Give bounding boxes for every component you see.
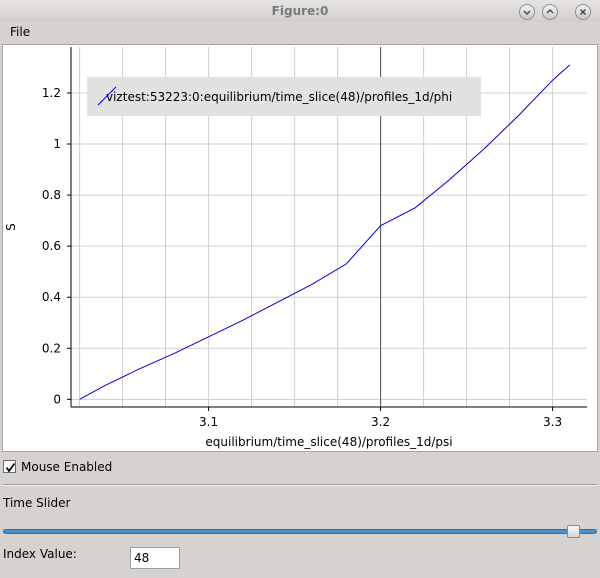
y-tick-label: 0.4 bbox=[42, 290, 61, 304]
plot-area[interactable]: 0 0.2 0.4 0.6 0.8 1 1.2 3.1 3.2 3.3 equilibrium/ti… bbox=[2, 44, 598, 452]
line-chart: 0 0.2 0.4 0.6 0.8 1 1.2 3.1 3.2 3.3 equilibrium/ti… bbox=[4, 47, 587, 449]
mouse-enabled-checkbox[interactable] bbox=[3, 460, 16, 473]
checkmark-icon bbox=[5, 462, 16, 473]
index-value-input[interactable] bbox=[130, 547, 180, 569]
time-slider-label: Time Slider bbox=[3, 496, 71, 510]
window-titlebar: Figure:0 bbox=[0, 0, 600, 23]
legend-label: viztest:53223:0:equilibrium/time_slice(4… bbox=[106, 90, 452, 104]
series-line bbox=[79, 64, 571, 400]
x-tick-label: 3.2 bbox=[371, 415, 390, 429]
y-tick-label: 1 bbox=[53, 137, 61, 151]
y-tick-label: 0.8 bbox=[42, 188, 61, 202]
x-tick-label: 3.3 bbox=[543, 415, 562, 429]
chevron-down-icon bbox=[523, 10, 531, 15]
x-axis-label: equilibrium/time_slice(48)/profiles_1d/p… bbox=[205, 435, 452, 449]
maximize-button[interactable] bbox=[542, 4, 558, 20]
separator bbox=[3, 484, 597, 486]
y-tick-label: 0.2 bbox=[42, 341, 61, 355]
y-axis-label: S bbox=[4, 223, 18, 231]
mouse-enabled-label: Mouse Enabled bbox=[21, 460, 113, 474]
close-button[interactable] bbox=[575, 4, 591, 20]
legend-box bbox=[87, 77, 481, 116]
menu-file[interactable]: File bbox=[10, 25, 31, 39]
x-tick-label: 3.1 bbox=[199, 415, 218, 429]
time-slider-handle[interactable] bbox=[566, 525, 580, 538]
window-title: Figure:0 bbox=[271, 4, 329, 18]
close-icon bbox=[580, 9, 586, 15]
menu-bar: File bbox=[0, 22, 600, 44]
chevron-up-icon bbox=[546, 9, 554, 14]
index-value-label: Index Value: bbox=[3, 547, 77, 561]
y-tick-label: 1.2 bbox=[42, 86, 61, 100]
y-tick-label: 0 bbox=[53, 392, 61, 406]
y-tick-label: 0.6 bbox=[42, 239, 61, 253]
legend-swatch bbox=[97, 86, 117, 106]
minimize-button[interactable] bbox=[519, 4, 535, 20]
time-slider-track[interactable] bbox=[3, 529, 597, 534]
